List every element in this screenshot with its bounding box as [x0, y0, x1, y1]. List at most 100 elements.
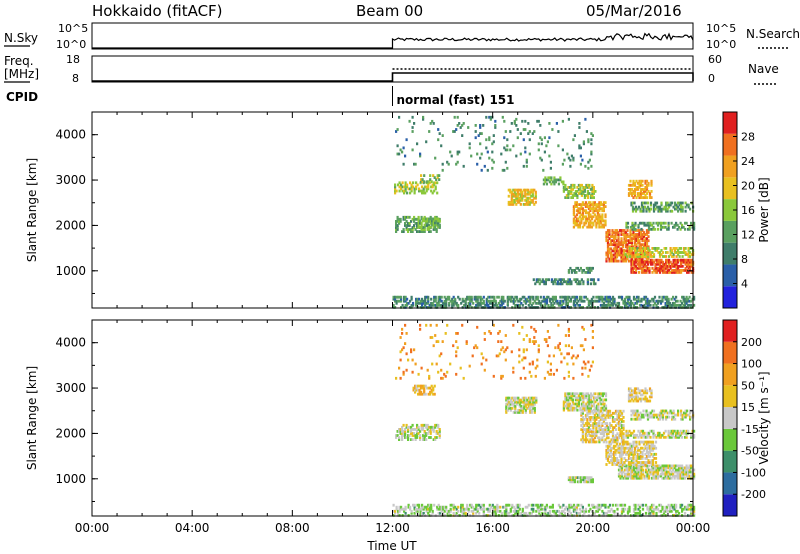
echo-cell — [424, 505, 427, 509]
echo-cell — [395, 505, 398, 509]
echo-cell — [494, 299, 497, 303]
echo-cell — [635, 476, 639, 480]
echo-cell — [589, 440, 592, 444]
echo-cell — [423, 384, 426, 388]
echo-cell — [667, 303, 670, 307]
echo-cell — [583, 428, 586, 431]
echo-cell — [590, 207, 593, 211]
echo-cell — [606, 247, 610, 251]
echo-cell — [518, 306, 521, 309]
echo-cell — [538, 282, 541, 286]
echo-cell — [563, 158, 566, 162]
echo-cell — [567, 194, 570, 197]
echo-cell — [525, 203, 528, 206]
echo-cell — [590, 152, 593, 156]
echo-cell — [687, 466, 690, 470]
echo-cell — [688, 476, 691, 480]
echo-cell — [623, 303, 627, 307]
echo-cell — [583, 406, 586, 410]
echo-cell — [669, 472, 672, 476]
echo-cell — [418, 390, 421, 394]
echo-cell — [638, 448, 641, 452]
echo-cell — [418, 503, 421, 507]
echo-cell — [632, 461, 635, 464]
echo-cell — [520, 514, 523, 517]
echo-cell — [597, 404, 600, 408]
echo-cell — [527, 295, 530, 299]
echo-cell — [621, 450, 625, 454]
echo-cell — [457, 505, 460, 509]
echo-cell — [519, 132, 522, 135]
echo-cell — [524, 297, 527, 301]
echo-cell — [412, 301, 415, 305]
echo-cell — [684, 431, 687, 435]
echo-cell — [601, 217, 604, 221]
echo-cell — [682, 466, 685, 470]
echo-cell — [464, 301, 467, 305]
echo-cell — [617, 245, 620, 249]
echo-cell — [684, 221, 687, 225]
echo-cell — [626, 247, 629, 251]
echo-cell — [521, 514, 524, 517]
echo-cell — [593, 436, 596, 440]
echo-cell — [431, 217, 434, 221]
echo-cell — [426, 219, 429, 223]
echo-cell — [642, 463, 646, 466]
echo-cell — [628, 429, 631, 433]
echo-cell — [487, 299, 490, 303]
echo-cell — [652, 247, 656, 250]
echo-cell — [680, 251, 683, 254]
echo-cell — [488, 509, 491, 513]
echo-cell — [444, 332, 447, 335]
echo-cell — [611, 411, 615, 415]
echo-cell — [646, 474, 649, 478]
echo-cell — [448, 303, 451, 307]
echo-cell — [581, 411, 584, 415]
echo-cell — [496, 503, 499, 507]
echo-cell — [611, 239, 614, 243]
echo-cell — [511, 503, 514, 507]
echo-cell — [617, 409, 621, 413]
echo-cell — [639, 247, 642, 250]
echo-cell — [410, 220, 413, 223]
echo-cell — [642, 209, 645, 213]
echo-cell — [588, 269, 591, 272]
echo-cell — [523, 511, 526, 515]
echo-cell — [539, 136, 542, 140]
echo-cell — [479, 505, 482, 509]
echo-cell — [542, 297, 545, 301]
echo-cell — [422, 306, 425, 309]
echo-cell — [445, 299, 448, 303]
echo-cell — [544, 514, 547, 517]
echo-cell — [629, 306, 633, 309]
echo-cell — [644, 188, 647, 191]
echo-cell — [569, 480, 572, 484]
echo-cell — [630, 446, 634, 450]
echo-cell — [604, 404, 608, 408]
echo-cell — [551, 297, 554, 301]
echo-cell — [612, 457, 616, 460]
echo-cell — [461, 511, 464, 515]
echo-cell — [422, 230, 425, 233]
echo-cell — [395, 434, 398, 437]
echo-cell — [395, 228, 398, 231]
echo-cell — [674, 269, 677, 272]
echo-cell — [611, 452, 614, 456]
echo-cell — [581, 438, 584, 442]
echo-cell — [550, 505, 553, 509]
echo-cell — [454, 514, 457, 517]
echo-cell — [586, 194, 589, 197]
echo-cell — [500, 295, 503, 299]
echo-cell — [662, 466, 666, 470]
echo-cell — [631, 411, 635, 415]
echo-cell — [649, 468, 652, 472]
echo-cell — [561, 278, 564, 282]
echo-cell — [667, 466, 670, 470]
echo-cell — [519, 152, 522, 156]
echo-cell — [690, 464, 693, 468]
echo-cell — [405, 224, 408, 227]
echo-cell — [638, 179, 641, 183]
echo-cell — [636, 247, 639, 250]
echo-cell — [455, 162, 458, 166]
echo-cell — [504, 160, 507, 164]
